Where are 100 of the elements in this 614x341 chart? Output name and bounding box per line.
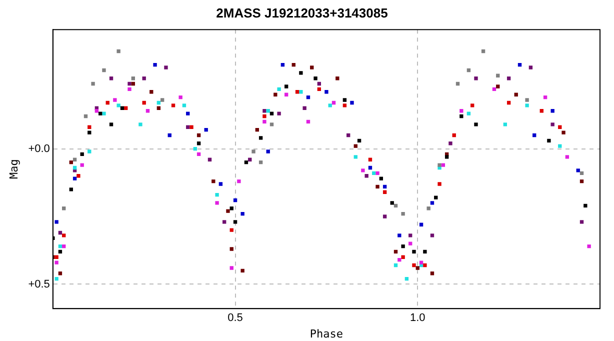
point	[208, 158, 212, 162]
point	[376, 171, 380, 176]
point	[361, 168, 365, 172]
point	[186, 112, 190, 116]
point	[248, 158, 252, 162]
point	[258, 160, 263, 164]
point	[62, 234, 66, 238]
point	[394, 204, 398, 208]
point	[292, 62, 296, 67]
point	[382, 184, 387, 189]
y-tick-label: +0.0	[28, 142, 50, 155]
point	[525, 104, 529, 108]
point	[69, 188, 73, 192]
point	[233, 198, 238, 202]
point	[54, 260, 58, 264]
x-tick-label: 0.5	[228, 312, 243, 324]
point	[124, 106, 128, 110]
point	[394, 250, 398, 254]
point	[142, 100, 146, 105]
point	[354, 144, 358, 148]
point	[576, 168, 580, 172]
point	[317, 82, 322, 86]
point	[496, 74, 500, 78]
point	[416, 266, 420, 270]
point	[408, 234, 412, 238]
point	[430, 234, 434, 238]
point	[168, 133, 172, 138]
point	[193, 146, 197, 151]
point	[481, 49, 486, 54]
point	[456, 82, 460, 86]
point	[357, 138, 362, 142]
point	[240, 212, 244, 216]
point	[258, 136, 263, 140]
y-tick-label: +0.5	[28, 278, 50, 290]
point	[547, 138, 551, 142]
point	[558, 125, 562, 129]
point	[109, 76, 114, 80]
point	[54, 220, 58, 224]
point	[62, 244, 66, 248]
point	[284, 92, 288, 96]
point	[430, 272, 434, 276]
chart-title: 2MASS J19212033+3143085	[216, 5, 388, 20]
point	[580, 171, 584, 176]
point	[438, 163, 442, 167]
point	[98, 112, 102, 116]
point	[237, 179, 241, 184]
point	[128, 87, 132, 92]
point	[240, 268, 244, 273]
point	[376, 184, 380, 189]
point	[408, 242, 412, 246]
point	[212, 179, 216, 184]
point	[58, 272, 62, 276]
point	[342, 104, 347, 108]
point	[342, 98, 347, 102]
point	[565, 155, 570, 159]
point	[474, 76, 478, 80]
point	[404, 276, 409, 281]
point	[196, 142, 201, 146]
point	[72, 158, 77, 162]
point	[401, 212, 405, 216]
point	[426, 206, 430, 210]
point	[270, 112, 274, 116]
point	[492, 87, 496, 92]
point	[368, 158, 372, 162]
point	[164, 66, 168, 70]
point	[128, 82, 132, 86]
point	[262, 109, 266, 113]
point	[460, 109, 464, 113]
point	[186, 125, 190, 129]
point	[277, 87, 281, 92]
point	[438, 182, 442, 186]
point	[525, 98, 529, 102]
point	[156, 100, 161, 105]
point	[518, 62, 522, 67]
point	[448, 142, 452, 146]
point	[91, 82, 95, 86]
point	[120, 106, 124, 110]
point	[262, 114, 266, 118]
point	[274, 92, 278, 96]
point	[116, 104, 120, 108]
point	[364, 174, 368, 178]
point	[102, 68, 106, 72]
y-axis-title: Mag	[7, 159, 20, 180]
point	[543, 95, 548, 100]
point	[80, 152, 84, 156]
point	[84, 114, 88, 118]
point	[58, 230, 62, 235]
point	[142, 76, 146, 80]
point	[295, 90, 300, 94]
point	[558, 144, 562, 148]
point	[72, 166, 77, 170]
point	[88, 125, 92, 129]
point	[54, 276, 58, 281]
point	[94, 109, 99, 113]
point	[280, 62, 285, 67]
point	[109, 122, 114, 126]
point	[401, 244, 405, 248]
point	[423, 263, 427, 268]
point	[336, 76, 340, 80]
point	[226, 209, 230, 213]
